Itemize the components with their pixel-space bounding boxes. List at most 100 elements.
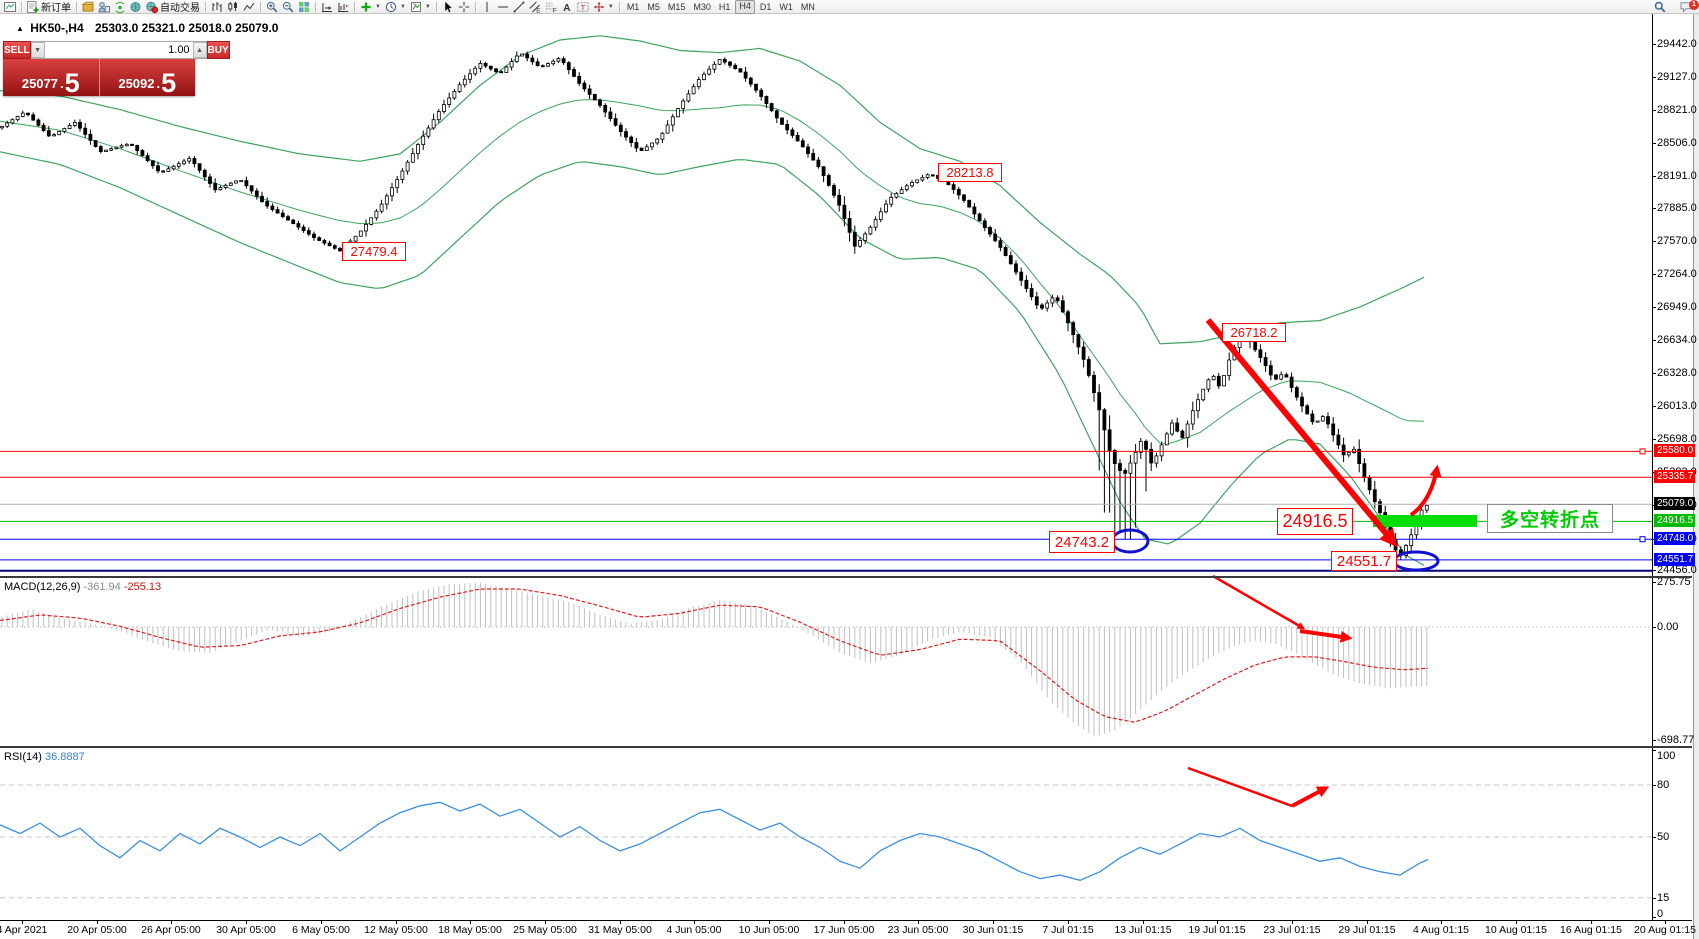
timeframe-m30-button[interactable]: M30 <box>693 1 711 12</box>
price-axis-label: 27885.0 <box>1657 202 1697 214</box>
navigator-button[interactable] <box>112 0 128 13</box>
sell-price-display[interactable]: 25077. 5 <box>3 59 100 96</box>
time-axis-label: 25 May 05:00 <box>513 924 577 936</box>
bar-chart-button[interactable] <box>209 0 225 13</box>
time-axis-label: 7 Jul 01:15 <box>1042 924 1094 936</box>
volume-decrease-button[interactable]: ▼ <box>30 42 45 58</box>
zoom-out-icon <box>282 1 294 13</box>
zoom-out-button[interactable] <box>280 0 296 13</box>
candle-chart-icon <box>227 1 239 13</box>
line-chart-icon <box>243 1 255 13</box>
zoom-in-icon <box>266 1 278 13</box>
toolbar-separator <box>618 1 620 12</box>
svg-text:F: F <box>553 7 557 13</box>
price-axis-label: 29442.0 <box>1657 38 1697 50</box>
sell-button[interactable]: SELL <box>3 41 31 59</box>
timeframe-w1-button[interactable]: W1 <box>779 1 793 12</box>
terminal-icon <box>130 1 142 13</box>
horizontal-line-button[interactable] <box>495 0 511 13</box>
data-window-button[interactable] <box>96 0 112 13</box>
arrows-button[interactable]: ▼ <box>591 0 616 13</box>
vertical-line-button[interactable] <box>479 0 495 13</box>
timeframe-d1-button[interactable]: D1 <box>759 1 772 12</box>
timeframe-mn-button[interactable]: MN <box>800 1 815 12</box>
chart-title: ▲ HK50-,H4 25303.0 25321.0 25018.0 25079… <box>16 21 278 35</box>
time-axis-label: 13 Jul 01:15 <box>1114 924 1172 936</box>
timeframe-m1-button[interactable]: M1 <box>626 1 640 12</box>
dropdown-caret-icon: ▼ <box>607 3 614 10</box>
search-button[interactable] <box>1652 1 1668 14</box>
time-axis-label: 26 Apr 05:00 <box>141 924 201 936</box>
templates-icon <box>410 1 422 13</box>
time-axis-label: 4 Aug 01:15 <box>1412 924 1470 936</box>
time-axis-label: 6 May 05:00 <box>292 924 350 936</box>
line-chart-button[interactable] <box>241 0 257 13</box>
new-order-button[interactable]: 新订单 <box>25 0 73 14</box>
indicators-button[interactable]: ▼ <box>358 0 383 13</box>
terminal-button[interactable] <box>128 0 144 13</box>
dropdown-caret-icon: ▼ <box>424 3 431 10</box>
price-annotation-label[interactable]: 24551.7 <box>1331 551 1397 571</box>
macd-axis-label: 275.75 <box>1657 576 1691 588</box>
fibonacci-button[interactable]: F <box>543 0 559 13</box>
auto-scroll-icon <box>321 1 333 13</box>
toolbar-separator <box>474 1 476 12</box>
timeframe-h1-button[interactable]: H1 <box>718 1 731 12</box>
periods-icon <box>385 1 397 13</box>
price-tick <box>1652 439 1656 440</box>
zoom-in-button[interactable] <box>264 0 280 13</box>
autotrading-button[interactable]: 自动交易 <box>144 0 202 14</box>
buy-price-display[interactable]: 25092. 5 <box>118 67 177 98</box>
text-button[interactable]: A <box>559 0 575 13</box>
tile-windows-button[interactable] <box>296 0 312 13</box>
price-axis-label: 28506.0 <box>1657 137 1697 149</box>
volume-input[interactable] <box>44 42 193 58</box>
candle-chart-button[interactable] <box>225 0 241 13</box>
chat-button[interactable]: 1 <box>1678 0 1699 14</box>
new-order-icon <box>27 0 39 13</box>
price-annotation-label[interactable]: 24743.2 <box>1049 531 1115 553</box>
auto-scroll-button[interactable] <box>319 0 335 13</box>
main-macd-separator[interactable] <box>0 576 1692 578</box>
buy-button[interactable]: BUY <box>206 41 230 59</box>
text-label-button[interactable]: T <box>575 0 591 13</box>
volume-increase-button[interactable]: ▲ <box>192 42 207 58</box>
rsi-value: 36.8887 <box>44 751 85 763</box>
cursor-button[interactable] <box>440 0 456 13</box>
time-axis-label: 17 Jun 05:00 <box>813 924 875 936</box>
price-tick <box>1652 307 1656 308</box>
macd-main-value: -361.94 <box>83 581 121 593</box>
time-axis-label: 30 Jun 01:15 <box>962 924 1024 936</box>
equidistant-channel-button[interactable]: E <box>527 0 543 13</box>
timeframe-m5-button[interactable]: M5 <box>647 1 660 12</box>
timeframe-m15-button[interactable]: M15 <box>667 1 686 12</box>
timeframe-h4-button[interactable]: H4 <box>735 0 755 14</box>
price-annotation-label[interactable]: 26718.2 <box>1222 323 1286 342</box>
chart-shift-button[interactable] <box>335 0 351 13</box>
chart-window-button[interactable] <box>2 0 18 13</box>
market-watch-button[interactable] <box>80 0 96 13</box>
rsi-axis-label: 0 <box>1657 908 1664 920</box>
one-click-trading-panel: SELL ▼ ▲ BUY 25077.5 25092.5 <box>3 41 230 98</box>
annotation-drawing[interactable] <box>0 318 1652 808</box>
buy-price-pip: 5 <box>161 67 177 98</box>
time-axis-label: 20 Apr 05:00 <box>67 924 127 936</box>
macd-rsi-separator[interactable] <box>0 746 1692 748</box>
turning-point-text-box[interactable]: 多空转折点 <box>1487 504 1613 533</box>
time-axis-label: 18 May 05:00 <box>438 924 502 936</box>
price-annotation-label[interactable]: 27479.4 <box>342 242 406 261</box>
price-annotation-label[interactable]: 28213.8 <box>938 163 1002 182</box>
dropdown-caret-icon: ▼ <box>399 3 406 10</box>
time-axis-label: 19 Jul 01:15 <box>1188 924 1246 936</box>
macd-signal-value: -255.13 <box>123 581 162 593</box>
price-axis-line <box>1652 14 1653 921</box>
chart-marker-icon: ▲ <box>16 24 24 33</box>
templates-button[interactable]: ▼ <box>408 0 433 13</box>
crosshair-button[interactable] <box>456 0 472 13</box>
price-tick <box>1652 241 1656 242</box>
price-annotation-label[interactable]: 24916.5 <box>1277 508 1353 535</box>
periods-button[interactable]: ▼ <box>383 0 408 13</box>
trendline-button[interactable] <box>511 0 527 13</box>
price-badge: 24916.5 <box>1654 514 1695 527</box>
